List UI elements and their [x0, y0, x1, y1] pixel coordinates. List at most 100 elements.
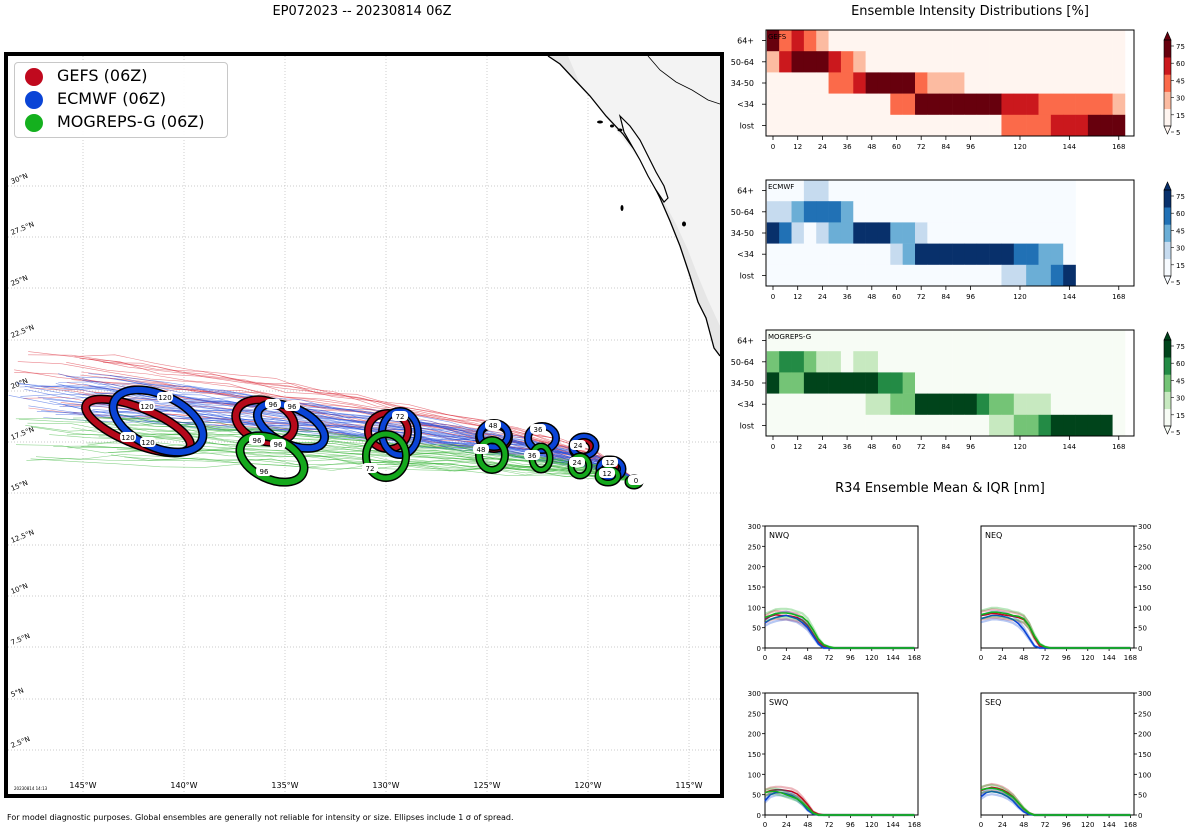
heatmap-xtick-label: 12	[793, 293, 802, 301]
heatmap-cell	[1001, 222, 1015, 244]
heatmap-cell	[803, 264, 817, 287]
heatmap-cell	[976, 372, 990, 394]
heatmap-cell	[1038, 330, 1052, 352]
heatmap-cell	[1001, 264, 1015, 287]
heatmap-cell	[791, 51, 805, 73]
heatmap-cell	[939, 264, 953, 287]
heatmap-cell	[1075, 372, 1089, 394]
heatmap-cell	[952, 243, 965, 266]
heatmap-cell	[890, 180, 903, 202]
r34-xtick-label: 120	[1081, 821, 1094, 829]
heatmap-cell	[939, 114, 953, 137]
heatmap-xtick-label: 84	[941, 143, 950, 151]
heatmap-cell	[877, 72, 891, 94]
r34-xtick-label: 48	[1019, 654, 1028, 662]
heatmap-cell	[964, 372, 978, 394]
heatmap-ytick-label: 34-50	[731, 229, 754, 238]
heatmap-cell	[964, 351, 978, 373]
heatmap-cell	[1063, 114, 1076, 137]
r34-ytick-label: 100	[1138, 771, 1151, 779]
heatmap-cell	[964, 414, 978, 437]
heatmap-cell	[915, 222, 928, 244]
heatmap-cell	[915, 243, 928, 266]
heatmap-cell	[803, 93, 817, 116]
heatmap-cell	[816, 264, 829, 287]
heatmap-cell	[828, 222, 842, 244]
heatmap-cell	[1013, 180, 1027, 202]
ellipse-label-bg	[362, 463, 378, 473]
heatmap-cell	[1038, 372, 1052, 394]
r34-xtick-label: 96	[1062, 654, 1071, 662]
heatmap-cell	[964, 51, 978, 73]
heatmap-cell	[803, 114, 817, 137]
heatmap-cell	[865, 414, 879, 437]
heatmap-cell	[976, 72, 990, 94]
heatmap-cell	[939, 393, 953, 416]
heatmap-cell	[865, 72, 879, 94]
lat-label: 5°N	[10, 686, 25, 698]
ellipse-label: 36	[528, 452, 537, 460]
heatmap-cell	[1026, 114, 1039, 137]
heatmap-cell	[1100, 72, 1113, 94]
colorbar-segment	[1164, 340, 1171, 358]
heatmap-cell	[853, 222, 866, 244]
heatmap-cell	[890, 372, 903, 394]
r34-ytick-label: 0	[757, 645, 761, 653]
heatmap-cell	[816, 180, 829, 202]
ellipse-label-bg	[139, 401, 155, 411]
heatmap-cell	[1050, 414, 1064, 437]
heatmap-cell	[1001, 351, 1015, 373]
heatmap-cell	[791, 372, 805, 394]
colorbar-segment	[1164, 57, 1171, 75]
ellipse-label-bg	[392, 411, 408, 421]
heatmap-ytick-label: 34-50	[731, 79, 754, 88]
ensemble-track-line	[81, 371, 639, 482]
r34-panel-name: NWQ	[769, 531, 789, 540]
heatmap-cell	[1026, 201, 1039, 223]
heatmap-cell	[1100, 414, 1113, 437]
heatmap-cell	[791, 93, 805, 116]
heatmap-cell	[1001, 51, 1015, 73]
r34-ytick-label: 100	[1138, 604, 1151, 612]
ellipse-label-bg	[284, 401, 300, 411]
heatmap-xtick-label: 168	[1112, 443, 1125, 451]
heatmap-cell	[816, 393, 829, 416]
ellipse-label-bg	[530, 424, 546, 434]
heatmap-cell	[877, 30, 891, 52]
r34-xtick-label: 24	[998, 654, 1007, 662]
heatmap-cell	[1038, 72, 1052, 94]
heatmap-cell	[1038, 351, 1052, 373]
ellipse-label-bg	[120, 432, 136, 442]
heatmap-cell	[1100, 93, 1113, 116]
heatmap-cell	[877, 222, 891, 244]
heatmap-cell	[816, 30, 829, 52]
heatmap-cell	[927, 414, 941, 437]
heatmap-xtick-label: 0	[771, 143, 775, 151]
heatmap-cell	[1013, 414, 1027, 437]
heatmap-cell	[1112, 351, 1126, 373]
heatmap-cell	[803, 414, 817, 437]
lon-label: 135°W	[271, 781, 298, 790]
heatmap-cell	[915, 351, 928, 373]
heatmap-cell	[915, 372, 928, 394]
ellipse-label: 120	[158, 394, 171, 402]
heatmap-cell	[902, 72, 916, 94]
colorbar-tick-label: 45	[1176, 227, 1185, 235]
heatmap-cell	[989, 93, 1002, 116]
heatmap-cell	[816, 372, 829, 394]
heatmap-cell	[779, 114, 792, 137]
heatmap-cell	[1001, 93, 1015, 116]
heatmap-cell	[915, 93, 928, 116]
heatmap-cell	[1063, 30, 1076, 52]
heatmap-cell	[939, 330, 953, 352]
heatmap-cell	[1087, 351, 1101, 373]
heatmap-cell	[865, 201, 879, 223]
island-4	[620, 205, 624, 211]
heatmap-cell	[1001, 72, 1015, 94]
heatmap-cell	[902, 201, 916, 223]
heatmap-cell	[1063, 180, 1076, 202]
heatmap-cell	[1026, 243, 1039, 266]
heatmap-xtick-label: 24	[818, 443, 827, 451]
lat-label: 10°N	[10, 582, 29, 596]
